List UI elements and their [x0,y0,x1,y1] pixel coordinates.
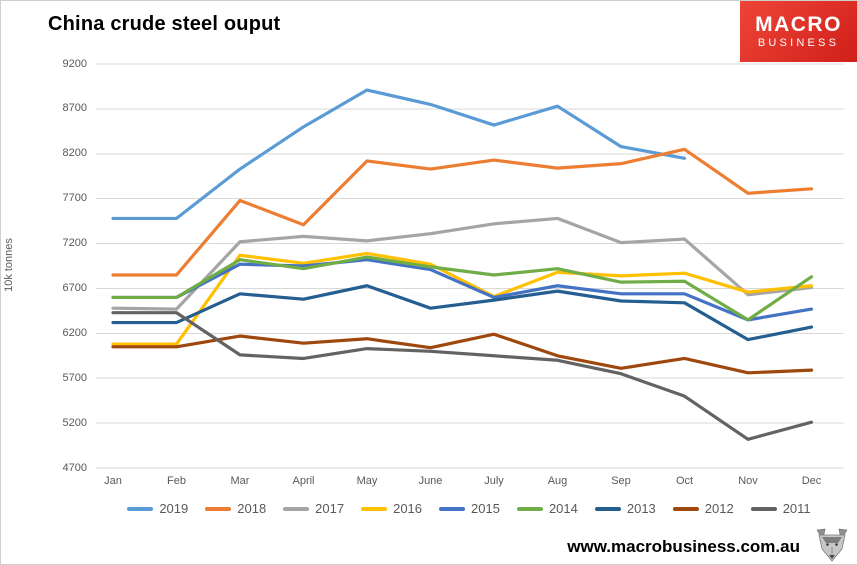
legend-label: 2012 [704,501,734,516]
legend-label: 2018 [237,501,267,516]
macrobusiness-logo: MACRO BUSINESS [740,1,857,62]
series-line-2013 [111,284,814,342]
legend-swatch [205,506,232,511]
legend-label: 2011 [782,501,811,516]
x-tick-label: Sep [611,475,631,487]
website-url: www.macrobusiness.com.au [567,537,800,556]
legend-item-2013: 2013 [594,501,656,516]
x-tick-label: Aug [547,475,568,487]
legend-swatch [439,506,466,511]
x-tick-label: Mar [230,475,250,487]
x-tick-label: Dec [801,475,822,487]
legend-swatch [672,506,699,511]
y-tick-label: 4700 [62,461,87,474]
series-line-2015 [111,258,814,322]
legend-swatch [594,506,621,511]
legend-label: 2019 [159,501,189,516]
series-line-2014 [111,255,814,322]
legend-label: 2016 [393,501,423,516]
series-line-2018 [111,147,814,277]
x-tick-label: Nov [738,475,758,487]
legend-swatch [283,506,310,511]
y-tick-label: 6200 [62,326,87,339]
series-line-2012 [111,332,814,375]
x-tick-label: Feb [167,475,186,487]
legend-label: 2014 [548,501,578,516]
y-tick-label: 5700 [62,371,87,384]
y-axis-title: 10k tonnes [3,238,15,292]
page-title: China crude steel ouput [48,13,281,35]
legend-swatch [516,506,543,511]
legend-item-2011: 2011 [750,501,811,516]
y-tick-label: 5200 [62,416,87,429]
x-tick-label: May [356,475,378,487]
wolf-logo [816,528,848,562]
logo-text-macro: MACRO [755,12,842,36]
x-tick-label: June [418,475,443,487]
legend-label: 2013 [626,501,656,516]
legend: 2019 2018 2017 2016 2015 2014 2013 2012 2011 [96,501,842,516]
legend-item-2017: 2017 [283,501,344,516]
series-line-2019 [111,88,687,221]
x-tick-label: April [292,475,315,487]
series-line-2017 [111,216,814,311]
legend-label: 2015 [471,501,500,516]
legend-swatch [361,506,388,511]
x-tick-label: Jan [104,475,122,487]
y-tick-label: 8200 [62,147,87,160]
legend-swatch [750,506,777,511]
y-tick-label: 9200 [62,57,87,70]
y-tick-label: 7200 [62,237,87,250]
legend-item-2015: 2015 [439,501,500,516]
legend-item-2018: 2018 [205,501,266,516]
legend-item-2016: 2016 [361,501,422,516]
legend-label: 2017 [315,501,345,516]
legend-item-2019: 2019 [127,501,188,516]
legend-swatch [127,506,154,511]
legend-item-2012: 2012 [672,501,734,516]
y-tick-label: 8700 [62,102,87,115]
x-tick-label: Oct [675,475,694,487]
series-line-2011 [111,311,814,441]
y-tick-label: 7700 [62,192,87,205]
x-tick-label: July [484,475,504,487]
legend-item-2014: 2014 [516,501,578,516]
y-tick-label: 6700 [62,281,87,294]
logo-text-business: BUSINESS [757,36,840,49]
